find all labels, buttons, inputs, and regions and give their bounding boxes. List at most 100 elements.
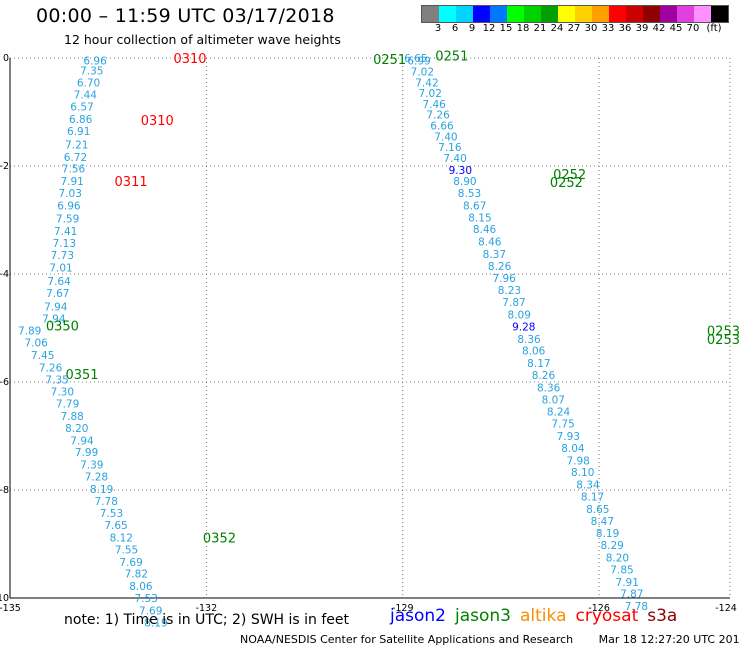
west-track-value-label: 7.64	[47, 276, 71, 288]
east-track-value-label: 7.87	[620, 589, 643, 601]
colorbar-label: 30	[584, 23, 598, 34]
pass-time-label: 0252	[553, 168, 586, 183]
footer-org: NOAA/NESDIS Center for Satellite Applica…	[240, 633, 574, 646]
colorbar-label: 12	[482, 23, 496, 34]
x-tick-label: -129	[392, 603, 414, 614]
west-track-value-label: 6.70	[77, 77, 100, 89]
east-track-value-label: 8.36	[537, 382, 561, 394]
east-track-value-label: 8.65	[586, 504, 609, 516]
west-track-value-label: 7.26	[39, 362, 63, 374]
colorbar-swatch	[524, 6, 541, 22]
colorbar-swatch	[490, 6, 507, 22]
y-tick-label: -8	[0, 485, 9, 496]
east-track-value-label: 8.26	[532, 370, 556, 382]
west-track-value-label: 7.73	[51, 250, 74, 262]
colorbar-swatch	[575, 6, 592, 22]
colorbar-swatch	[711, 6, 728, 22]
satellite-legend-item: jason3	[455, 606, 511, 626]
chart-subtitle: 12 hour collection of altimeter wave hei…	[64, 32, 341, 47]
pass-time-label: 0351	[65, 368, 98, 383]
x-tick-label: -124	[715, 603, 737, 614]
colorbar-swatch	[609, 6, 626, 22]
colorbar-swatch	[541, 6, 558, 22]
east-track-value-label: 8.53	[458, 188, 481, 200]
colorbar-swatch	[660, 6, 677, 22]
east-track-value-label: 8.47	[591, 516, 614, 528]
colorbar-label: (ft)	[706, 23, 722, 34]
west-track-value-label: 7.45	[31, 350, 54, 362]
west-track-value-label: 7.91	[60, 176, 83, 188]
west-track-value-label: 7.39	[80, 460, 103, 472]
east-track-value-label: 8.20	[606, 553, 629, 565]
colorbar-swatch	[694, 6, 711, 22]
colorbar-label: 15	[499, 23, 513, 34]
west-track-value-label: 8.06	[129, 581, 153, 593]
west-track-value-label: 7.59	[56, 213, 79, 225]
west-track-value-label: 6.57	[70, 102, 93, 114]
east-track-value-label: 8.07	[542, 394, 565, 406]
colorbar-label: 6	[451, 23, 459, 34]
east-track-value-label: 8.24	[547, 407, 571, 419]
east-track-value-label: 8.36	[517, 334, 541, 346]
west-track-value-label: 7.94	[42, 313, 66, 325]
colorbar-swatch	[422, 6, 439, 22]
east-track-value-label: 7.02	[411, 67, 434, 79]
east-track-value-label: 8.10	[571, 467, 594, 479]
west-track-value-label: 6.72	[64, 152, 87, 164]
east-track-value-label: 8.09	[508, 310, 531, 322]
west-track-value-label: 8.12	[110, 533, 133, 545]
east-track-value-label: 7.40	[443, 153, 466, 165]
colorbar-swatch	[439, 6, 456, 22]
colorbar-labels: 3 6 9 12 15 18 21 24 27 30 33 36 39 42 45 70 (ft)	[421, 23, 740, 35]
west-track-value-label: 7.56	[62, 164, 86, 176]
west-track-value-label: 7.44	[74, 90, 98, 102]
x-tick-label: -126	[588, 603, 610, 614]
west-track-value-label: 7.30	[51, 387, 74, 399]
pass-time-label: 0352	[203, 532, 236, 547]
colorbar-swatch	[626, 6, 643, 22]
footer: NOAA/NESDIS Center for Satellite Applica…	[240, 633, 740, 646]
east-track-value-label: 7.91	[616, 577, 639, 589]
east-track-value-label: 6.66	[430, 121, 454, 133]
west-track-value-label: 7.89	[18, 326, 41, 338]
west-track-value-label: 6.96	[83, 56, 107, 68]
west-track-value-label: 7.79	[56, 399, 79, 411]
east-track-value-label: 7.96	[492, 273, 516, 285]
y-tick-label: -10	[0, 593, 9, 604]
west-track-value-label: 7.35	[80, 65, 103, 77]
east-track-value-label: 8.23	[498, 285, 521, 297]
colorbar-swatch	[677, 6, 694, 22]
west-track-value-label: 7.21	[65, 139, 88, 151]
y-tick-label: -2	[0, 161, 9, 172]
east-track-value-label: 7.40	[434, 131, 457, 143]
west-track-value-label: 7.03	[59, 188, 82, 200]
west-track-value-label: 7.88	[60, 411, 83, 423]
east-track-value-label: 7.78	[625, 601, 648, 613]
pass-time-label: 0310	[173, 52, 206, 67]
colorbar-label: 45	[669, 23, 683, 34]
east-track-value-label: 8.29	[600, 540, 623, 552]
colorbar-label: 70	[686, 23, 700, 34]
colorbar-label: 9	[468, 23, 476, 34]
colorbar-swatch	[456, 6, 473, 22]
colorbar-label: 21	[533, 23, 547, 34]
footer-timestamp: Mar 18 12:27:20 UTC 2018	[598, 633, 740, 646]
pass-time-label: 0350	[46, 319, 79, 334]
east-track-value-label: 8.37	[483, 249, 506, 261]
plot-grid	[10, 57, 731, 598]
pass-time-label: 0251	[373, 53, 406, 68]
colorbar-label: 24	[550, 23, 564, 34]
east-track-value-label: 8.15	[468, 212, 491, 224]
satellite-legend-item: jason2	[390, 606, 446, 626]
colorbar-swatch	[558, 6, 575, 22]
east-track-value-label: 7.93	[557, 431, 580, 443]
west-track-value-label: 7.55	[115, 544, 138, 556]
east-track-value-label: 7.16	[438, 142, 462, 154]
chart-title: 00:00 – 11:59 UTC 03/17/2018	[36, 5, 335, 27]
colorbar-swatch	[507, 6, 524, 22]
west-track-value-label: 7.65	[104, 520, 127, 532]
east-track-value-label: 9.28	[512, 321, 535, 333]
x-tick-label: -132	[196, 603, 218, 614]
